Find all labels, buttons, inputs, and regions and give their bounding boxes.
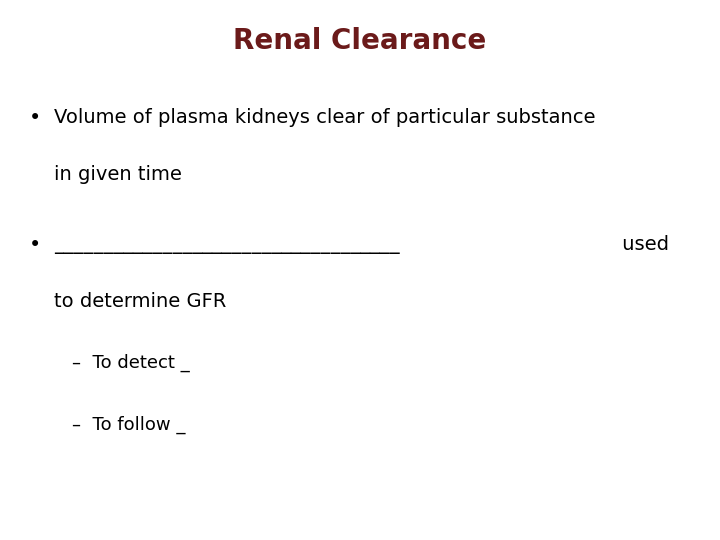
Text: ___________________________________: ___________________________________: [54, 235, 400, 254]
Text: •: •: [29, 108, 41, 128]
Text: to determine GFR: to determine GFR: [54, 292, 226, 310]
Text: Volume of plasma kidneys clear of particular substance: Volume of plasma kidneys clear of partic…: [54, 108, 595, 127]
Text: Renal Clearance: Renal Clearance: [233, 27, 487, 55]
Text: •: •: [29, 235, 41, 255]
Text: –  To detect _: – To detect _: [72, 354, 190, 372]
Text: used: used: [616, 235, 669, 254]
Text: –  To follow _: – To follow _: [72, 416, 186, 434]
Text: in given time: in given time: [54, 165, 182, 184]
